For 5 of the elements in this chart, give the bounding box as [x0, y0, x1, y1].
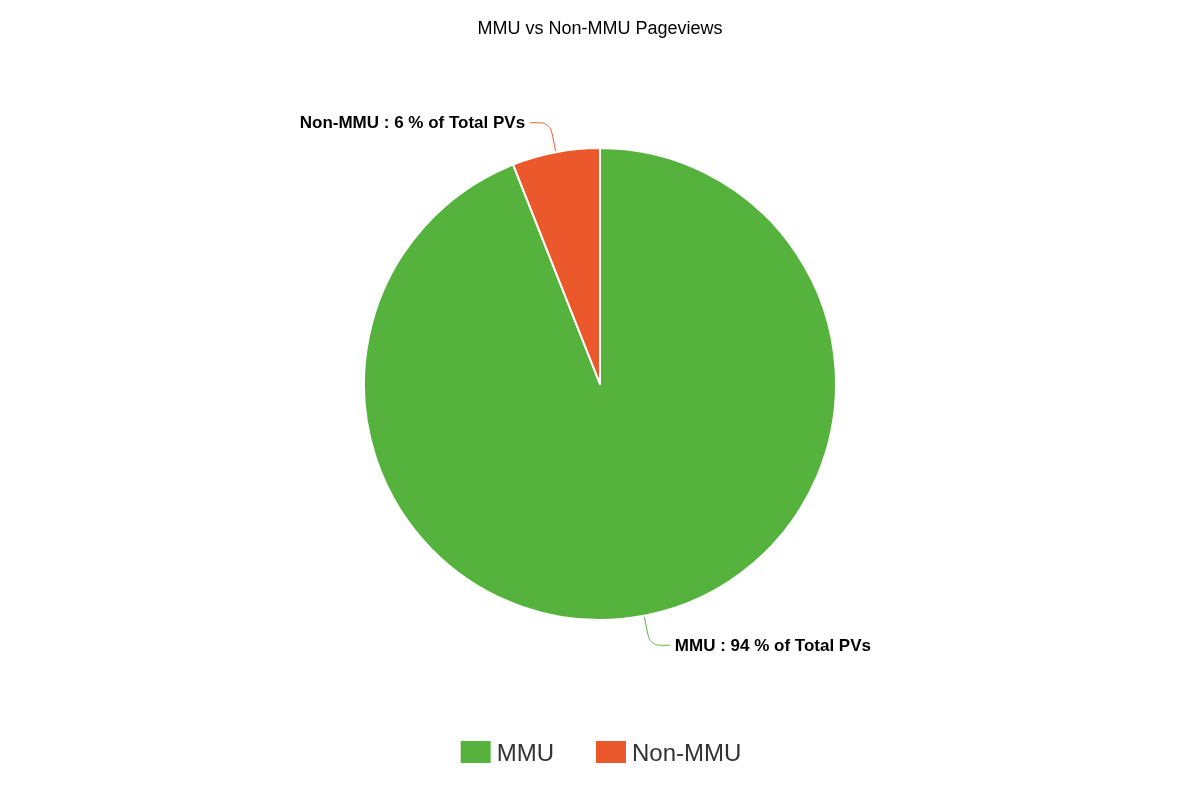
data-label: MMU : 94 % of Total PVs — [674, 635, 871, 655]
chart-title: MMU vs Non-MMU Pageviews — [477, 18, 723, 38]
data-label: Non-MMU : 6 % of Total PVs — [299, 113, 526, 133]
legend-label: Non-MMU — [631, 738, 742, 766]
legend-label: MMU — [496, 738, 554, 766]
